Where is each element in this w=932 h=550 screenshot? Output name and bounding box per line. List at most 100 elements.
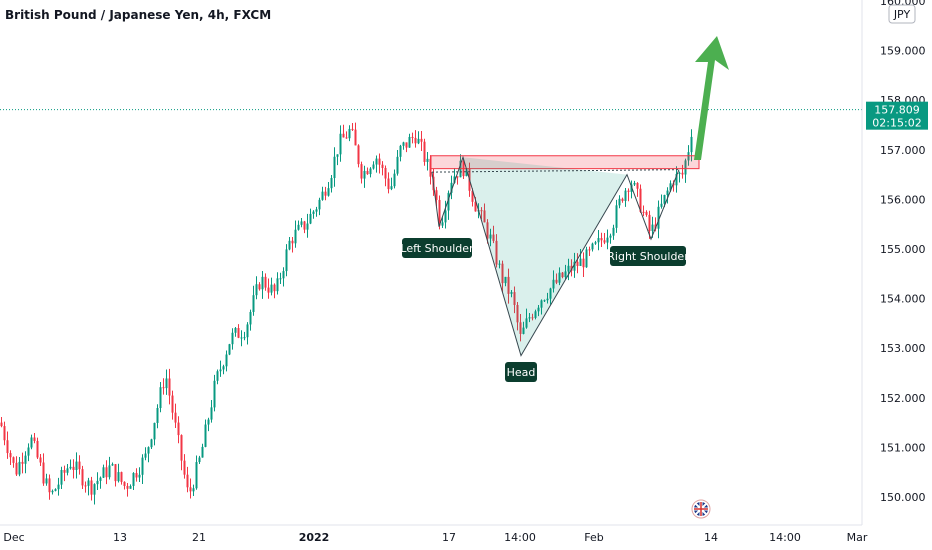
candle-body: [501, 263, 504, 284]
left-shoulder-label: Left Shoulder: [400, 238, 474, 258]
candle-body: [636, 182, 639, 189]
candle-body: [576, 261, 579, 267]
candle-body: [345, 137, 348, 139]
candle-body: [510, 292, 513, 294]
candle-body: [303, 221, 306, 230]
candle-body: [567, 265, 570, 272]
candle-body: [585, 249, 588, 268]
candle-body: [315, 209, 318, 212]
candle-body: [210, 407, 213, 420]
candle-body: [6, 440, 9, 454]
candle-body: [174, 412, 177, 423]
candle-body: [18, 461, 21, 475]
candle-body: [579, 258, 582, 267]
candle-body: [609, 235, 612, 238]
candle-body: [42, 462, 45, 484]
candle-body: [666, 190, 669, 195]
candle-body: [111, 464, 114, 466]
candle-body: [318, 199, 321, 210]
candle-body: [447, 192, 450, 211]
candle-body: [291, 240, 294, 244]
candle-body: [600, 238, 603, 241]
candle-body: [87, 480, 90, 486]
candle-body: [687, 152, 690, 161]
candle-body: [408, 136, 411, 148]
candle-body: [339, 133, 342, 155]
currency-badge[interactable]: JPY: [888, 4, 916, 24]
candle-body: [213, 380, 216, 408]
candle-body: [186, 474, 189, 488]
candle-body: [561, 272, 564, 278]
candle-body: [588, 249, 591, 251]
time-tick-label: 14:00: [769, 531, 801, 544]
candle-body: [423, 141, 426, 162]
candle-body: [531, 317, 534, 319]
candle-body: [555, 279, 558, 283]
candle-body: [306, 223, 309, 230]
time-tick-label: 14:00: [504, 531, 536, 544]
breakout-arrow: [687, 36, 729, 160]
candle-body: [246, 324, 249, 338]
candle-body: [189, 487, 192, 492]
candle-body: [522, 327, 525, 334]
candle-body: [420, 138, 423, 142]
candle-body: [519, 322, 522, 334]
candle-body: [327, 188, 330, 196]
candle-body: [405, 142, 408, 148]
time-tick-label: Feb: [584, 531, 603, 544]
candle-body: [552, 279, 555, 289]
candle-body: [123, 481, 126, 486]
candle-body: [180, 435, 183, 461]
candle-body: [54, 489, 57, 491]
candle-body: [90, 480, 93, 495]
candle-body: [255, 284, 258, 296]
candle-body: [516, 304, 519, 323]
candle-body: [414, 137, 417, 144]
candle-body: [372, 164, 375, 169]
candle-body: [537, 307, 540, 312]
candle-body: [126, 485, 129, 489]
candle-body: [645, 211, 648, 215]
candle-body: [96, 480, 99, 485]
candle-body: [690, 136, 693, 153]
candles-layer: [0, 122, 693, 505]
candle-body: [264, 276, 267, 288]
currency-badge-label: JPY: [893, 8, 911, 21]
candle-body: [390, 186, 393, 190]
candle-body: [75, 461, 78, 470]
neckline: [431, 169, 680, 173]
candle-body: [543, 300, 546, 302]
candle-body: [102, 467, 105, 478]
candle-body: [471, 190, 474, 202]
candle-body: [546, 298, 549, 301]
candle-body: [243, 337, 246, 339]
candle-body: [333, 156, 336, 179]
candle-body: [639, 188, 642, 212]
candle-body: [657, 206, 660, 229]
candle-body: [222, 366, 225, 370]
time-axis[interactable]: Dec 13 21 2022 17 14:00 Feb 14 14:00 Mar: [3, 531, 867, 544]
candle-body: [417, 138, 420, 144]
candle-body: [387, 178, 390, 190]
candle-body: [549, 288, 552, 299]
candle-body: [105, 467, 108, 478]
time-tick-label: Dec: [3, 531, 24, 544]
candle-body: [93, 484, 96, 495]
candle-body: [66, 468, 69, 473]
candle-body: [228, 344, 231, 355]
price-axis[interactable]: 150.000 151.000 152.000 153.000 154.000 155.0…: [880, 0, 926, 504]
right-shoulder-text: Right Shoulder: [607, 250, 689, 263]
candle-body: [183, 460, 186, 475]
candle-body: [435, 190, 438, 200]
candle-body: [267, 287, 270, 293]
pattern-layer: [0, 109, 862, 357]
candle-body: [363, 170, 366, 179]
candle-body: [513, 292, 516, 305]
candle-body: [252, 295, 255, 312]
resistance-zone[interactable]: [430, 155, 700, 170]
candle-body: [108, 465, 111, 478]
candle-body: [150, 439, 153, 448]
candle-body: [660, 203, 663, 207]
candle-body: [444, 210, 447, 223]
candle-body: [675, 173, 678, 186]
